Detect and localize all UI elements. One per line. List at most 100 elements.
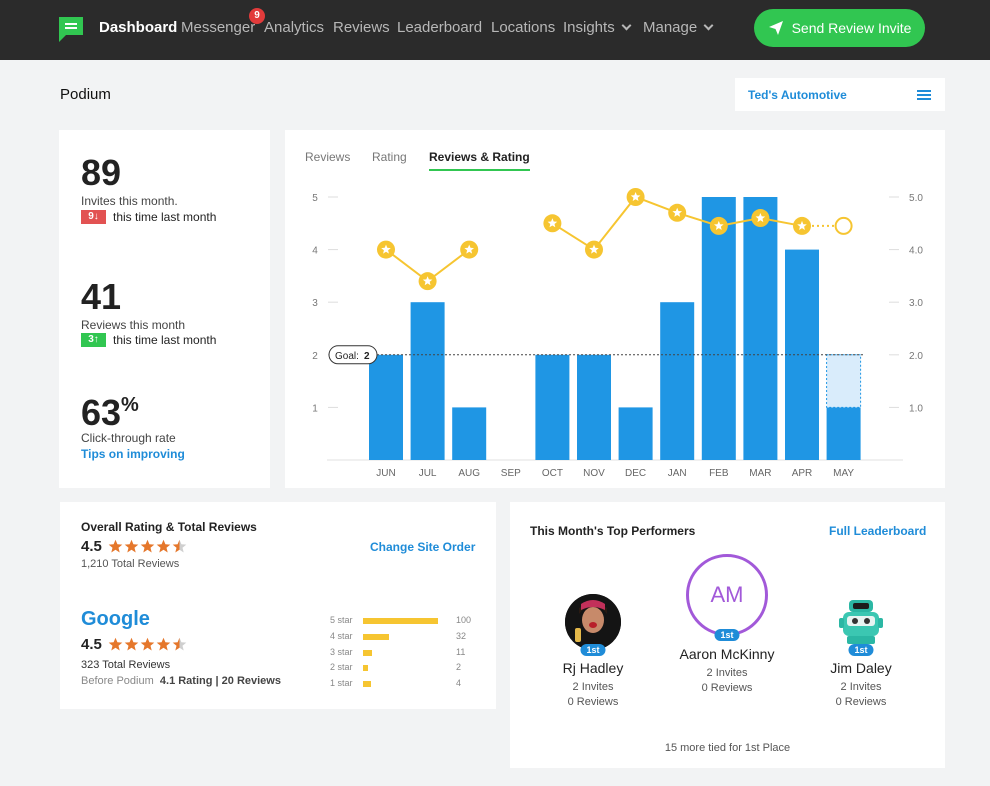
rating-point[interactable] [585,240,603,259]
tab-rating[interactable]: Rating [372,150,407,164]
google-score: 4.5 [81,636,187,653]
distribution-count: 100 [456,615,472,625]
distribution-row: 1 star 4 [330,678,480,690]
chart-bar[interactable] [535,354,570,460]
google-site-title[interactable]: Google [81,608,150,630]
distribution-count: 2 [456,662,462,673]
change-site-order-link[interactable]: Change Site Order [370,540,476,554]
distribution-count: 32 [456,630,467,641]
rating-point[interactable] [460,240,479,259]
star-icon [108,637,123,651]
rating-point[interactable] [793,216,811,235]
podium-logo-icon[interactable] [57,15,85,43]
chart-bar[interactable] [826,407,861,460]
chevron-down-icon [703,20,714,31]
chart-bar[interactable] [410,302,445,460]
x-tick-label: DEC [625,468,646,479]
rating-projection-point[interactable] [834,216,853,235]
invites-label: Invites this month. [81,194,178,208]
place-badge: 1st [714,629,740,641]
chart-bar[interactable] [701,197,736,460]
avatar: AM 1st [686,554,768,641]
performers-card: This Month's Top Performers Full Leaderb… [510,502,945,768]
ctr-value: 63% [81,392,139,433]
distribution-row: 2 star 2 [330,662,480,674]
chevron-down-icon [621,20,632,31]
rating-point[interactable] [709,216,728,235]
performer-jim-daley[interactable]: 1st Jim Daley 2 Invites 0 Reviews [796,594,926,710]
chart-bar[interactable] [577,354,611,460]
star-icon [140,539,155,553]
star-icon [156,539,171,553]
tips-link[interactable]: Tips on improving [81,447,185,461]
star-icon [124,637,139,651]
rating-point[interactable] [751,209,770,228]
nav-reviews[interactable]: Reviews [333,19,390,36]
nav-insights[interactable]: Insights [563,19,632,36]
goal-label: Goal: [335,351,359,362]
rating-point[interactable] [418,272,437,291]
distribution-count: 4 [456,678,462,689]
distribution-row: 3 star 11 [330,647,480,659]
chart-bar[interactable] [660,302,695,460]
x-tick-label: AUG [458,468,480,479]
distribution-bar [363,649,372,656]
reviews-count: 41 [81,276,122,317]
performers-title: This Month's Top Performers [530,524,696,538]
right-tick-label: 3.0 [909,298,923,309]
nav-manage[interactable]: Manage [643,19,714,36]
location-selector[interactable]: Ted's Automotive [735,78,945,111]
nav-messenger[interactable]: Messenger [181,19,256,36]
performer-stats: 2 Invites 0 Reviews [835,681,887,708]
overall-total: 1,210 Total Reviews [81,558,180,570]
goal-pill [328,345,378,365]
performer-aaron-mckinny[interactable]: AM 1st Aaron McKinny 2 Invites 0 Reviews [662,554,792,696]
performer-name: Rj Hadley [562,660,624,676]
top-nav: Dashboard Messenger 9 Analytics Reviews … [0,0,990,60]
nav-leaderboard[interactable]: Leaderboard [397,19,483,36]
chart-bar[interactable] [369,354,403,460]
tab-reviews-rating[interactable]: Reviews & Rating [429,150,530,171]
rating-point[interactable] [543,214,562,233]
star-icon [124,539,139,553]
chart-bar[interactable] [743,197,778,460]
goal-value: 2 [364,351,370,362]
robot-avatar-icon [839,600,883,644]
performer-stats: 2 Invites 0 Reviews [701,667,753,694]
x-tick-label: FEB [709,468,729,479]
rating-point[interactable] [377,240,395,259]
right-tick-label: 2.0 [909,351,923,362]
x-tick-label: NOV [583,468,605,479]
nav-dashboard[interactable]: Dashboard [99,19,178,36]
rating-card: Overall Rating & Total Reviews 4.5 1,210… [60,502,496,709]
x-tick-label: JAN [668,468,687,479]
distribution-label: 1 star [330,678,353,689]
performer-rj-hadley[interactable]: 1st Rj Hadley 2 Invites 0 Reviews [528,594,658,710]
x-tick-label: JUL [419,468,437,479]
distribution-label: 4 star [330,630,353,641]
star-icon [172,637,187,651]
left-tick-label: 2 [312,351,318,362]
rating-point[interactable] [668,203,687,222]
rating-point[interactable] [626,188,645,206]
invites-delta-badge: 9↓ [81,210,106,224]
send-review-invite-button[interactable]: Send Review Invite [754,9,925,47]
nav-locations[interactable]: Locations [491,19,556,36]
x-tick-label: JUN [376,468,395,479]
chart-bar[interactable] [452,407,487,460]
chart-bar[interactable] [618,407,653,460]
place-badge: 1st [580,644,606,656]
full-leaderboard-link[interactable]: Full Leaderboard [829,524,927,538]
stats-card: 89 Invites this month. 9↓ this time last… [59,130,270,488]
overall-title: Overall Rating & Total Reviews [81,520,257,534]
x-tick-label: OCT [542,468,563,479]
tab-reviews[interactable]: Reviews [305,150,351,164]
distribution-label: 5 star [330,615,353,625]
menu-icon [917,89,931,100]
reviews-rating-chart: 1 2 3 4 5 1.0 2.0 3.0 4.0 5.0 JUN JUL AUG SEP OCT NOV DE… [312,188,923,479]
left-tick-label: 1 [312,403,318,414]
distribution-bar [363,618,438,624]
nav-analytics[interactable]: Analytics [264,19,325,36]
send-icon [768,21,783,35]
x-tick-label: SEP [501,468,521,479]
